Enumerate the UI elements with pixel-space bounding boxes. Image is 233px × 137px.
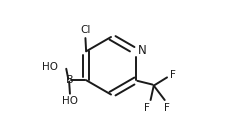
Text: F: F [144, 103, 150, 113]
Text: F: F [170, 70, 176, 80]
Text: HO: HO [42, 62, 58, 72]
Text: HO: HO [62, 96, 78, 106]
Text: B: B [66, 75, 74, 85]
Text: F: F [164, 103, 170, 113]
Text: Cl: Cl [80, 25, 91, 35]
Text: N: N [137, 44, 146, 57]
